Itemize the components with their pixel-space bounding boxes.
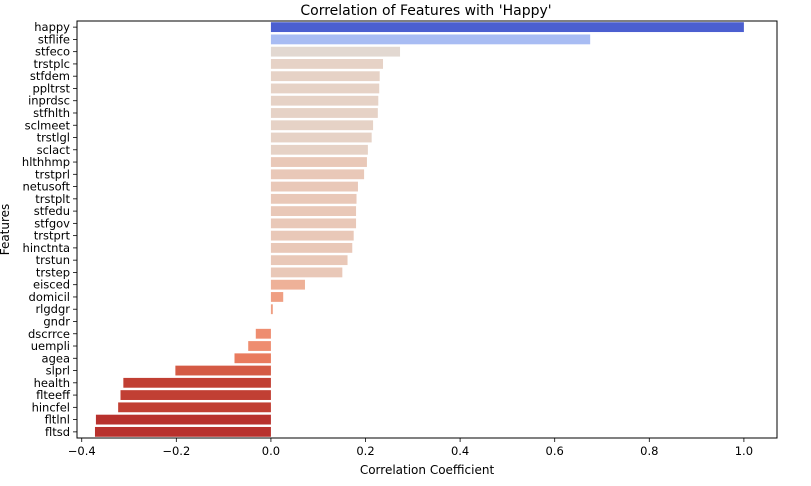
bar-hlthhmp: [270, 157, 367, 167]
x-tick-label: 0.4: [451, 444, 469, 458]
bar-agea: [234, 353, 271, 364]
bar-trstep: [270, 267, 343, 278]
y-tick-label-trstprt: trstprt: [34, 229, 71, 243]
y-tick-label-rlgdgr: rlgdgr: [35, 302, 70, 316]
y-tick-label-trstlgl: trstlgl: [37, 131, 70, 145]
bar-flteeff: [120, 390, 271, 400]
x-tick-label: 0.6: [546, 444, 564, 458]
y-tick-label-stfgov: stfgov: [34, 216, 70, 230]
y-tick-label-health: health: [34, 376, 70, 390]
y-tick-label-domicil: domicil: [29, 290, 70, 304]
y-tick-label-netusoft: netusoft: [22, 180, 70, 194]
bar-trstprt: [270, 230, 354, 241]
y-tick-label-agea: agea: [42, 351, 70, 365]
y-tick-label-inprdsc: inprdsc: [28, 94, 70, 108]
y-tick-label-dscrrce: dscrrce: [28, 327, 70, 341]
x-axis-title: Correlation Coefficient: [360, 463, 495, 477]
y-tick-label-fltlnl: fltlnl: [45, 413, 70, 427]
bar-stfhlth: [270, 108, 378, 118]
y-tick-label-stfhlth: stfhlth: [33, 106, 70, 120]
y-tick-label-slprl: slprl: [46, 364, 70, 378]
y-tick-label-hlthhmp: hlthhmp: [22, 155, 70, 169]
chart-title: Correlation of Features with 'Happy': [300, 3, 551, 19]
x-tick-label: −0.2: [162, 444, 190, 458]
x-tick-label: 1.0: [735, 444, 753, 458]
y-tick-label-trstplc: trstplc: [33, 57, 70, 71]
y-tick-label-sclact: sclact: [37, 143, 71, 157]
y-tick-label-stfdem: stfdem: [30, 69, 70, 83]
bar-hinctnta: [270, 242, 353, 253]
y-tick-label-fltsd: fltsd: [45, 425, 70, 439]
y-tick-label-happy: happy: [34, 20, 70, 34]
bar-sclmeet: [270, 120, 374, 131]
bar-domicil: [270, 292, 284, 302]
y-tick-label-trstprl: trstprl: [35, 167, 70, 181]
bar-trstplt: [270, 193, 357, 204]
x-tick-label: 0.0: [262, 444, 280, 458]
bar-stfedu: [270, 206, 357, 217]
y-tick-label-flteeff: flteeff: [36, 388, 71, 402]
bar-fltsd: [94, 426, 271, 437]
x-ticks: −0.4 −0.2 0.0 0.2 0.4 0.6 0.8 1.0: [68, 438, 753, 458]
bar-trstplc: [270, 59, 384, 69]
x-tick-label: −0.4: [68, 444, 96, 458]
y-tick-label-sclmeet: sclmeet: [25, 118, 71, 132]
bar-rlgdgr: [270, 304, 273, 315]
y-tick-label-ppltrst: ppltrst: [32, 81, 70, 95]
bar-stfdem: [270, 71, 380, 82]
plot-frame: [76, 20, 778, 439]
bar-uempli: [248, 341, 271, 351]
bar-dscrrce: [255, 328, 271, 339]
bar-netusoft: [270, 181, 358, 192]
y-tick-label-eisced: eisced: [33, 278, 70, 292]
bar-stfeco: [270, 46, 401, 57]
y-ticks: [73, 26, 77, 433]
y-tick-label-hincfel: hincfel: [32, 400, 70, 414]
bar-trstprl: [270, 169, 365, 180]
bars-group: [94, 22, 744, 437]
bar-eisced: [270, 279, 305, 290]
y-tick-label-stflife: stflife: [38, 32, 70, 46]
bar-trstlgl: [270, 132, 372, 143]
bar-ppltrst: [270, 83, 380, 94]
y-tick-label-trstun: trstun: [36, 253, 70, 267]
y-tick-label-stfedu: stfedu: [34, 204, 70, 218]
x-tick-label: 0.8: [640, 444, 658, 458]
bar-slprl: [175, 365, 271, 376]
y-tick-label-gndr: gndr: [43, 314, 70, 328]
y-tick-label-stfeco: stfeco: [35, 45, 70, 59]
bar-hincfel: [118, 402, 271, 413]
bar-fltlnl: [95, 414, 271, 425]
y-tick-label-hinctnta: hinctnta: [23, 241, 70, 255]
x-tick-label: 0.2: [356, 444, 374, 458]
bar-happy: [270, 22, 744, 33]
y-axis-title: Features: [0, 204, 12, 256]
bar-trstun: [270, 255, 348, 266]
y-tick-label-trstep: trstep: [36, 265, 70, 279]
bar-health: [123, 377, 271, 388]
bar-stflife: [270, 34, 591, 45]
bar-stfgov: [270, 218, 357, 229]
y-tick-labels: happystflifestfecotrstplcstfdemppltrstin…: [22, 20, 71, 439]
y-tick-label-trstplt: trstplt: [35, 192, 70, 206]
bar-inprdsc: [270, 95, 379, 106]
y-tick-label-uempli: uempli: [31, 339, 70, 353]
bar-sclact: [270, 144, 368, 155]
